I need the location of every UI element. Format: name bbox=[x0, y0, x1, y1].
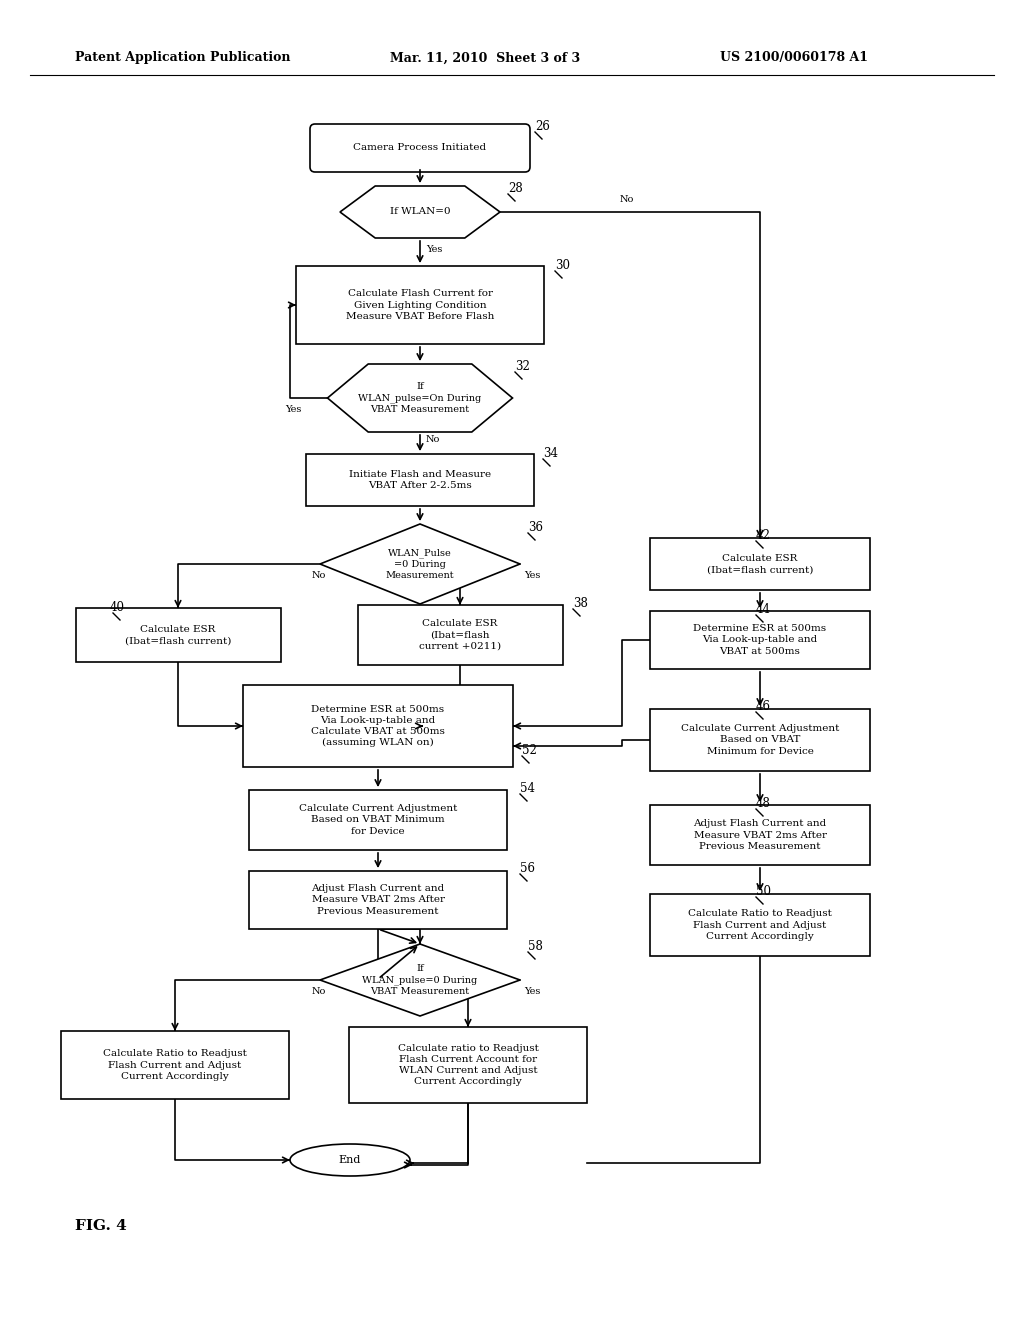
Text: 36: 36 bbox=[528, 521, 543, 535]
Bar bbox=[243, 685, 513, 767]
Bar bbox=[76, 609, 281, 663]
Text: Calculate Current Adjustment
Based on VBAT
Minimum for Device: Calculate Current Adjustment Based on VB… bbox=[681, 725, 840, 755]
Text: Calculate ESR
(Ibat=flash current): Calculate ESR (Ibat=flash current) bbox=[125, 624, 231, 645]
Text: 58: 58 bbox=[528, 940, 543, 953]
Text: Patent Application Publication: Patent Application Publication bbox=[75, 51, 291, 65]
Text: 26: 26 bbox=[535, 120, 550, 133]
FancyBboxPatch shape bbox=[310, 124, 530, 172]
Text: 40: 40 bbox=[110, 601, 125, 614]
Bar bbox=[61, 1031, 289, 1100]
Bar bbox=[650, 611, 870, 669]
Text: No: No bbox=[312, 572, 327, 579]
Bar bbox=[296, 267, 544, 345]
Text: No: No bbox=[620, 195, 635, 205]
Text: 34: 34 bbox=[543, 447, 558, 459]
Polygon shape bbox=[328, 364, 512, 432]
Ellipse shape bbox=[290, 1144, 410, 1176]
Bar bbox=[650, 709, 870, 771]
Text: If WLAN=0: If WLAN=0 bbox=[390, 207, 451, 216]
Text: 38: 38 bbox=[573, 597, 588, 610]
Text: Mar. 11, 2010  Sheet 3 of 3: Mar. 11, 2010 Sheet 3 of 3 bbox=[390, 51, 581, 65]
Bar bbox=[249, 789, 507, 850]
Text: FIG. 4: FIG. 4 bbox=[75, 1218, 127, 1233]
Text: If
WLAN_pulse=0 During
VBAT Measurement: If WLAN_pulse=0 During VBAT Measurement bbox=[362, 964, 477, 997]
Text: Yes: Yes bbox=[426, 246, 442, 253]
Bar bbox=[349, 1027, 587, 1104]
Text: Calculate ESR
(Ibat=flash current): Calculate ESR (Ibat=flash current) bbox=[707, 554, 813, 574]
Polygon shape bbox=[319, 944, 520, 1016]
Text: Yes: Yes bbox=[285, 405, 301, 414]
Text: Determine ESR at 500ms
Via Look-up-table and
VBAT at 500ms: Determine ESR at 500ms Via Look-up-table… bbox=[693, 624, 826, 656]
Text: 48: 48 bbox=[756, 797, 771, 810]
Text: End: End bbox=[339, 1155, 361, 1166]
Text: 52: 52 bbox=[522, 744, 537, 756]
Text: Yes: Yes bbox=[524, 572, 541, 579]
Text: Calculate Current Adjustment
Based on VBAT Minimum
for Device: Calculate Current Adjustment Based on VB… bbox=[299, 804, 457, 836]
Bar bbox=[650, 894, 870, 956]
Text: 56: 56 bbox=[520, 862, 535, 875]
Text: Calculate Ratio to Readjust
Flash Current and Adjust
Current Accordingly: Calculate Ratio to Readjust Flash Curren… bbox=[688, 909, 831, 941]
Text: Calculate ratio to Readjust
Flash Current Account for
WLAN Current and Adjust
Cu: Calculate ratio to Readjust Flash Curren… bbox=[397, 1044, 539, 1086]
Text: Calculate Flash Current for
Given Lighting Condition
Measure VBAT Before Flash: Calculate Flash Current for Given Lighti… bbox=[346, 289, 495, 321]
Text: Calculate ESR
(Ibat=flash
current +0211): Calculate ESR (Ibat=flash current +0211) bbox=[419, 619, 501, 651]
Text: Adjust Flash Current and
Measure VBAT 2ms After
Previous Measurement: Adjust Flash Current and Measure VBAT 2m… bbox=[693, 820, 826, 850]
Text: 32: 32 bbox=[515, 360, 529, 374]
Text: 28: 28 bbox=[508, 182, 522, 195]
Polygon shape bbox=[340, 186, 500, 238]
Bar bbox=[357, 605, 562, 665]
Text: WLAN_Pulse
=0 During
Measurement: WLAN_Pulse =0 During Measurement bbox=[386, 548, 455, 579]
Text: Yes: Yes bbox=[524, 987, 541, 997]
Text: 42: 42 bbox=[756, 529, 771, 543]
Text: 44: 44 bbox=[756, 603, 771, 616]
Text: Camera Process Initiated: Camera Process Initiated bbox=[353, 144, 486, 153]
Bar bbox=[650, 805, 870, 865]
Text: Determine ESR at 500ms
Via Look-up-table and
Calculate VBAT at 500ms
(assuming W: Determine ESR at 500ms Via Look-up-table… bbox=[311, 705, 445, 747]
Text: Calculate Ratio to Readjust
Flash Current and Adjust
Current Accordingly: Calculate Ratio to Readjust Flash Curren… bbox=[103, 1049, 247, 1081]
Bar bbox=[306, 454, 534, 506]
Text: 46: 46 bbox=[756, 700, 771, 713]
Text: 50: 50 bbox=[756, 884, 771, 898]
Bar bbox=[249, 871, 507, 929]
Text: US 2100/0060178 A1: US 2100/0060178 A1 bbox=[720, 51, 868, 65]
Text: If
WLAN_pulse=On During
VBAT Measurement: If WLAN_pulse=On During VBAT Measurement bbox=[358, 381, 481, 414]
Text: No: No bbox=[426, 436, 440, 444]
Text: No: No bbox=[312, 987, 327, 997]
Text: Initiate Flash and Measure
VBAT After 2-2.5ms: Initiate Flash and Measure VBAT After 2-… bbox=[349, 470, 492, 490]
Polygon shape bbox=[319, 524, 520, 605]
Text: Adjust Flash Current and
Measure VBAT 2ms After
Previous Measurement: Adjust Flash Current and Measure VBAT 2m… bbox=[311, 884, 444, 916]
Text: 30: 30 bbox=[555, 259, 570, 272]
Bar bbox=[650, 539, 870, 590]
Text: 54: 54 bbox=[520, 781, 535, 795]
